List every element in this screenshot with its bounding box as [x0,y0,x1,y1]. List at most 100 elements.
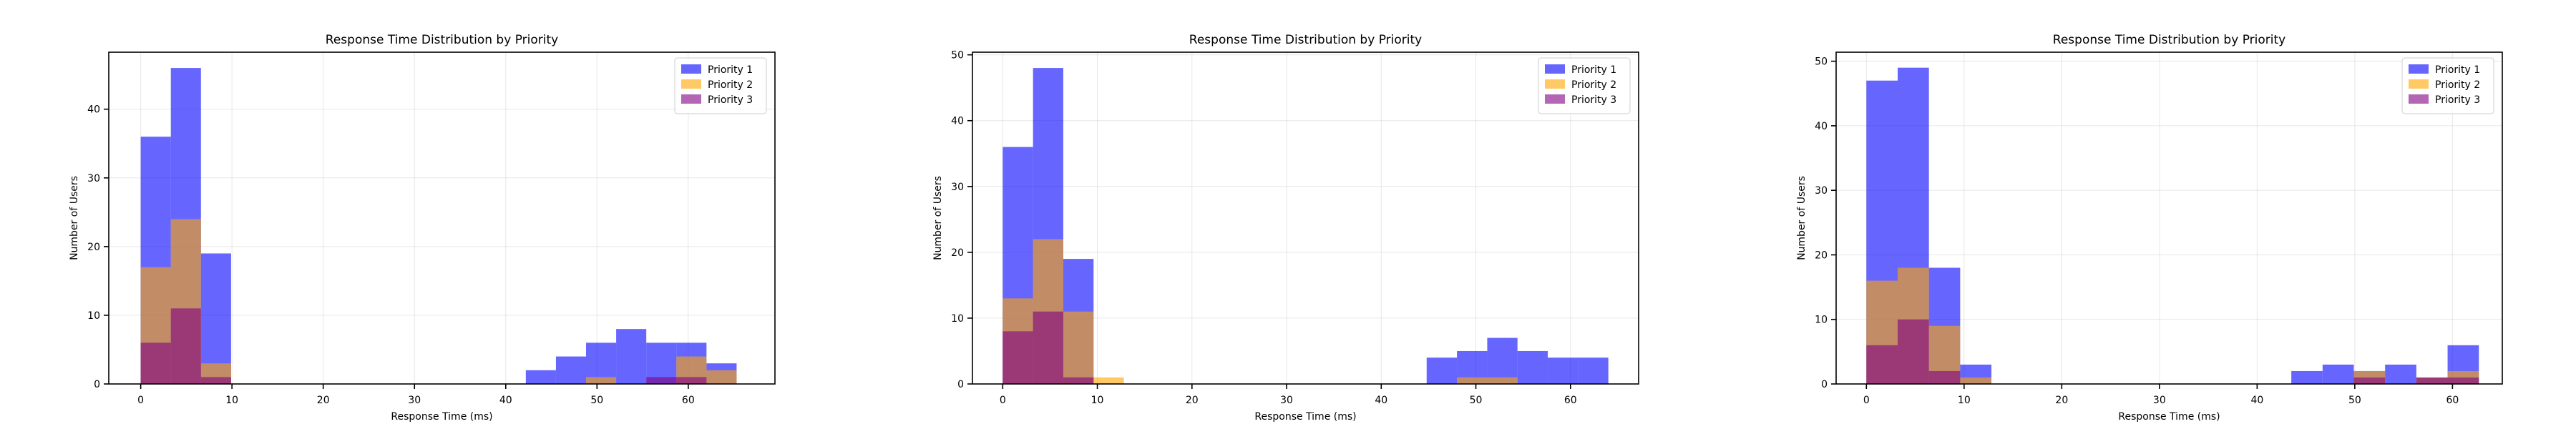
chart-panel-1: 0 10 20 30 40 50 60 0 10 20 30 40 Response Time Dist… [69,33,776,423]
bar-priority-1 [1548,358,1579,384]
x-tick-label: 30 [1280,395,1293,406]
x-tick-label: 20 [2055,395,2068,406]
legend-label: Priority 3 [2435,94,2480,106]
x-tick-label: 30 [408,395,421,406]
bar-priority-3 [2447,377,2479,384]
x-axis-label: Response Time (ms) [2118,411,2220,423]
x-tick-label: 50 [590,395,603,406]
legend-label: Priority 1 [708,64,753,76]
bar-priority-1 [2385,364,2416,384]
y-axis-label: Number of Users [1796,176,1807,260]
y-tick-label: 10 [87,310,100,322]
chart-title: Response Time Distribution by Priority [326,33,558,47]
x-axis-label: Response Time (ms) [391,411,492,423]
x-tick-label: 50 [2348,395,2361,406]
bar-priority-1 [555,356,587,384]
bar-priority-3 [170,308,201,384]
y-tick-label: 40 [951,116,964,127]
bar-priority-2 [1457,377,1488,384]
y-tick-label: 20 [1815,250,1828,261]
bar-priority-3 [1928,370,1961,384]
y-axis-label: Number of Users [69,176,80,260]
bar-priority-1 [1487,337,1518,384]
x-tick-label: 40 [499,395,512,406]
legend-swatch [1545,79,1565,89]
bar-priority-3 [1033,311,1063,384]
y-tick-label: 0 [957,379,964,390]
y-tick-label: 50 [1815,56,1828,68]
legend-swatch [1545,94,1565,104]
y-axis-label: Number of Users [932,176,944,260]
y-tick-label: 0 [1821,379,1828,390]
bar-priority-3 [2353,377,2386,384]
x-tick-label: 0 [137,395,144,406]
bar-priority-3 [1866,345,1898,384]
x-tick-label: 30 [2153,395,2166,406]
bar-priority-2 [1093,377,1124,384]
x-tick-label: 50 [1470,395,1483,406]
bar-priority-3 [1063,377,1094,384]
x-tick-label: 40 [2250,395,2263,406]
x-tick-label: 10 [1958,395,1971,406]
x-tick-label: 10 [225,395,238,406]
y-tick-label: 50 [951,50,964,61]
chart-title: Response Time Distribution by Priority [2053,33,2285,47]
y-tick-label: 20 [87,242,100,253]
y-tick-label: 20 [951,247,964,259]
legend-swatch [681,64,701,74]
legend-swatch [2409,94,2429,104]
bar-priority-1 [2291,370,2323,384]
legend-label: Priority 2 [708,79,753,91]
bar-priority-3 [1002,331,1033,384]
bar-priority-3 [1898,319,1929,384]
legend-label: Priority 2 [1571,79,1616,91]
x-axis-label: Response Time (ms) [1254,411,1356,423]
chart-title: Response Time Distribution by Priority [1189,33,1422,47]
legend: Priority 1 Priority 2 Priority 3 [2401,57,2494,114]
bar-priority-1 [525,370,556,384]
bar-priority-1 [616,329,647,384]
bar-priority-3 [676,377,707,384]
legend: Priority 1 Priority 2 Priority 3 [674,57,767,114]
bar-priority-2 [1960,377,1992,384]
y-tick-label: 40 [1815,121,1828,132]
y-tick-label: 40 [87,104,100,116]
x-tick-label: 60 [2446,395,2459,406]
bar-priority-1 [2322,364,2354,384]
x-tick-label: 60 [1564,395,1577,406]
bar-priority-1 [1578,358,1609,384]
chart-panel-3: 0 10 20 30 40 50 60 0 10 20 30 40 50 Response Time Di… [1796,33,2503,423]
bar-priority-2 [586,377,617,384]
legend-swatch [1545,64,1565,74]
bar-priority-3 [2416,377,2448,384]
x-tick-label: 60 [682,395,695,406]
legend-swatch [2409,64,2429,74]
legend-label: Priority 1 [2435,64,2480,76]
x-tick-label: 0 [1000,395,1006,406]
legend: Priority 1 Priority 2 Priority 3 [1538,57,1631,114]
bar-priority-1 [1517,350,1548,384]
x-tick-label: 20 [317,395,330,406]
bar-priority-3 [646,377,677,384]
y-tick-label: 30 [951,182,964,193]
plot-frame [108,51,776,385]
x-tick-label: 10 [1091,395,1104,406]
legend-swatch [2409,79,2429,89]
y-tick-label: 10 [1815,315,1828,326]
plot-frame [1835,51,2503,385]
plot-frame [972,51,1639,385]
legend-label: Priority 3 [708,94,753,106]
y-tick-label: 30 [87,173,100,184]
bar-priority-1 [200,253,231,384]
x-tick-label: 0 [1863,395,1870,406]
x-tick-label: 40 [1375,395,1387,406]
legend-swatch [681,94,701,104]
y-tick-label: 10 [951,313,964,325]
legend-label: Priority 2 [2435,79,2480,91]
y-tick-label: 0 [94,379,100,390]
bar-priority-2 [1487,377,1518,384]
legend-swatch [681,79,701,89]
legend-label: Priority 3 [1571,94,1616,106]
bar-priority-3 [200,377,231,384]
